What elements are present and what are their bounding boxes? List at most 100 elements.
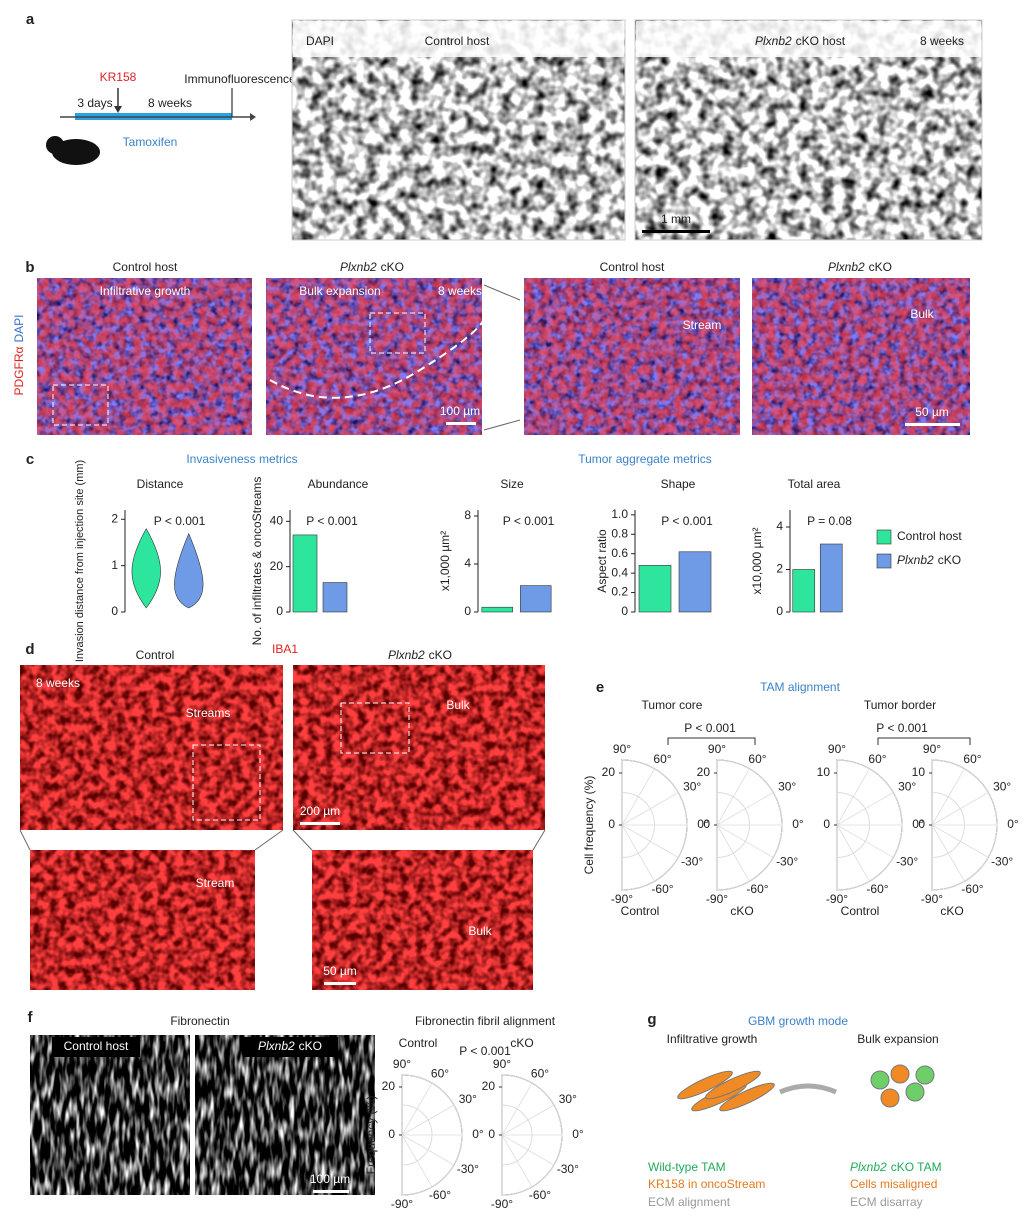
- image-texture: [37, 278, 252, 435]
- label: Control host: [113, 260, 178, 274]
- angle-label: -90°: [611, 892, 633, 906]
- angle-label: 0°: [472, 1127, 484, 1141]
- legend-label: Control host: [897, 529, 962, 543]
- polar-spoke: [931, 768, 965, 826]
- r-tick-label: 20: [602, 765, 616, 779]
- gene: Plxnb2: [828, 260, 865, 274]
- y-tick-label: 0.6: [611, 546, 628, 560]
- angle-label: -60°: [866, 882, 888, 896]
- angle-label: 60°: [431, 1067, 449, 1081]
- label-rest: cKO host: [796, 34, 846, 48]
- label: c: [26, 451, 34, 468]
- p-value: P < 0.001: [876, 721, 928, 735]
- roi-box: [369, 312, 426, 354]
- y-tick-label: 2: [776, 562, 783, 576]
- polar-spoke: [621, 768, 655, 826]
- angle-label: 0°: [912, 817, 924, 831]
- angle-label: 30°: [993, 780, 1011, 794]
- label: 8 weeks: [438, 284, 482, 298]
- polar-spoke: [931, 824, 965, 882]
- angle-label: 90°: [828, 742, 846, 756]
- p-value: P = 0.08: [807, 514, 852, 528]
- angle-label: -60°: [429, 1188, 451, 1202]
- cell: [915, 1065, 935, 1085]
- angle-label: 30°: [898, 780, 916, 794]
- r-tick-label: 20: [382, 1079, 396, 1093]
- roi-box: [192, 744, 261, 821]
- violin: [131, 528, 161, 609]
- y-tick-label: 0: [776, 604, 783, 618]
- cell: [890, 1064, 910, 1084]
- scale-bar: [313, 1190, 349, 1193]
- label: Control: [621, 904, 660, 918]
- bar: [292, 534, 318, 613]
- label: Tumor aggregate metrics: [578, 452, 712, 466]
- polar-spoke: [501, 1104, 555, 1136]
- p-value: P < 0.001: [503, 514, 555, 528]
- label: GBM growth mode: [748, 1014, 848, 1028]
- double-arrow: [779, 1083, 837, 1095]
- angle-label: -30°: [457, 1162, 479, 1176]
- angle-label: -30°: [681, 855, 703, 869]
- zoom-line: [483, 419, 521, 431]
- image-texture: [524, 278, 740, 435]
- stain: PDGFRα: [12, 346, 26, 395]
- scale-bar: [300, 822, 340, 825]
- image-texture: [195, 1035, 375, 1195]
- label: f: [28, 1009, 34, 1026]
- label: Infiltrative growth: [100, 284, 191, 298]
- y-tick-label: 1.0: [611, 507, 628, 521]
- polar-spoke: [716, 792, 774, 826]
- gene: Plxnb2: [258, 1039, 295, 1053]
- cell: [870, 1070, 890, 1090]
- polar-spoke: [501, 1134, 555, 1166]
- label: Tumor border: [864, 698, 936, 712]
- angle-label: 90°: [923, 742, 941, 756]
- label: KR158 in oncoStream: [648, 1177, 765, 1191]
- y-tick-label: 0: [111, 604, 118, 618]
- cell: [880, 1088, 900, 1108]
- image-texture: [30, 850, 255, 990]
- label: Fibronectin: [170, 1014, 229, 1028]
- r-tick-label: 0: [488, 1127, 495, 1141]
- polar-spoke: [401, 1134, 433, 1188]
- bar: [638, 565, 672, 613]
- y-tick-label: 0.4: [611, 565, 628, 579]
- mouse-head: [46, 136, 64, 154]
- legend-name: Plxnb2: [897, 553, 934, 567]
- label: Bulk: [446, 698, 470, 712]
- angle-label: 30°: [559, 1092, 577, 1106]
- label-rest: cKO: [869, 260, 892, 274]
- polar-spoke: [621, 792, 679, 826]
- polar-spoke: [621, 824, 679, 858]
- polar-spoke: [836, 824, 894, 858]
- legend-name: Control host: [897, 529, 962, 543]
- polar-spoke: [836, 824, 870, 882]
- cell: [905, 1082, 925, 1102]
- angle-label: -60°: [961, 882, 983, 896]
- p-value: P < 0.001: [661, 514, 713, 528]
- r-tick-label: 10: [912, 765, 926, 779]
- border: [269, 309, 487, 399]
- label: Plxnb2 cKO TAM: [850, 1160, 942, 1174]
- label: 3 days: [77, 96, 112, 110]
- angle-label: -60°: [746, 882, 768, 896]
- angle-label: 90°: [708, 742, 726, 756]
- polar-spoke: [401, 1104, 455, 1136]
- polar-spoke: [621, 824, 655, 882]
- gene: Plxnb2: [850, 1160, 887, 1174]
- label: Size: [500, 477, 524, 491]
- label: g: [647, 1011, 656, 1028]
- image-texture: [752, 278, 970, 435]
- scale-bar: [642, 230, 710, 233]
- label: b: [25, 259, 34, 276]
- polar-spoke: [501, 1134, 533, 1188]
- label: 8 weeks: [36, 676, 80, 690]
- stain: DAPI: [12, 315, 26, 343]
- label: Wild-type TAM: [648, 1160, 726, 1174]
- polar-spoke: [931, 792, 989, 826]
- label: Plxnb2 cKO: [828, 260, 892, 274]
- r-tick-label: 0: [918, 817, 925, 831]
- label: cKO: [940, 904, 963, 918]
- label: Control: [136, 648, 175, 662]
